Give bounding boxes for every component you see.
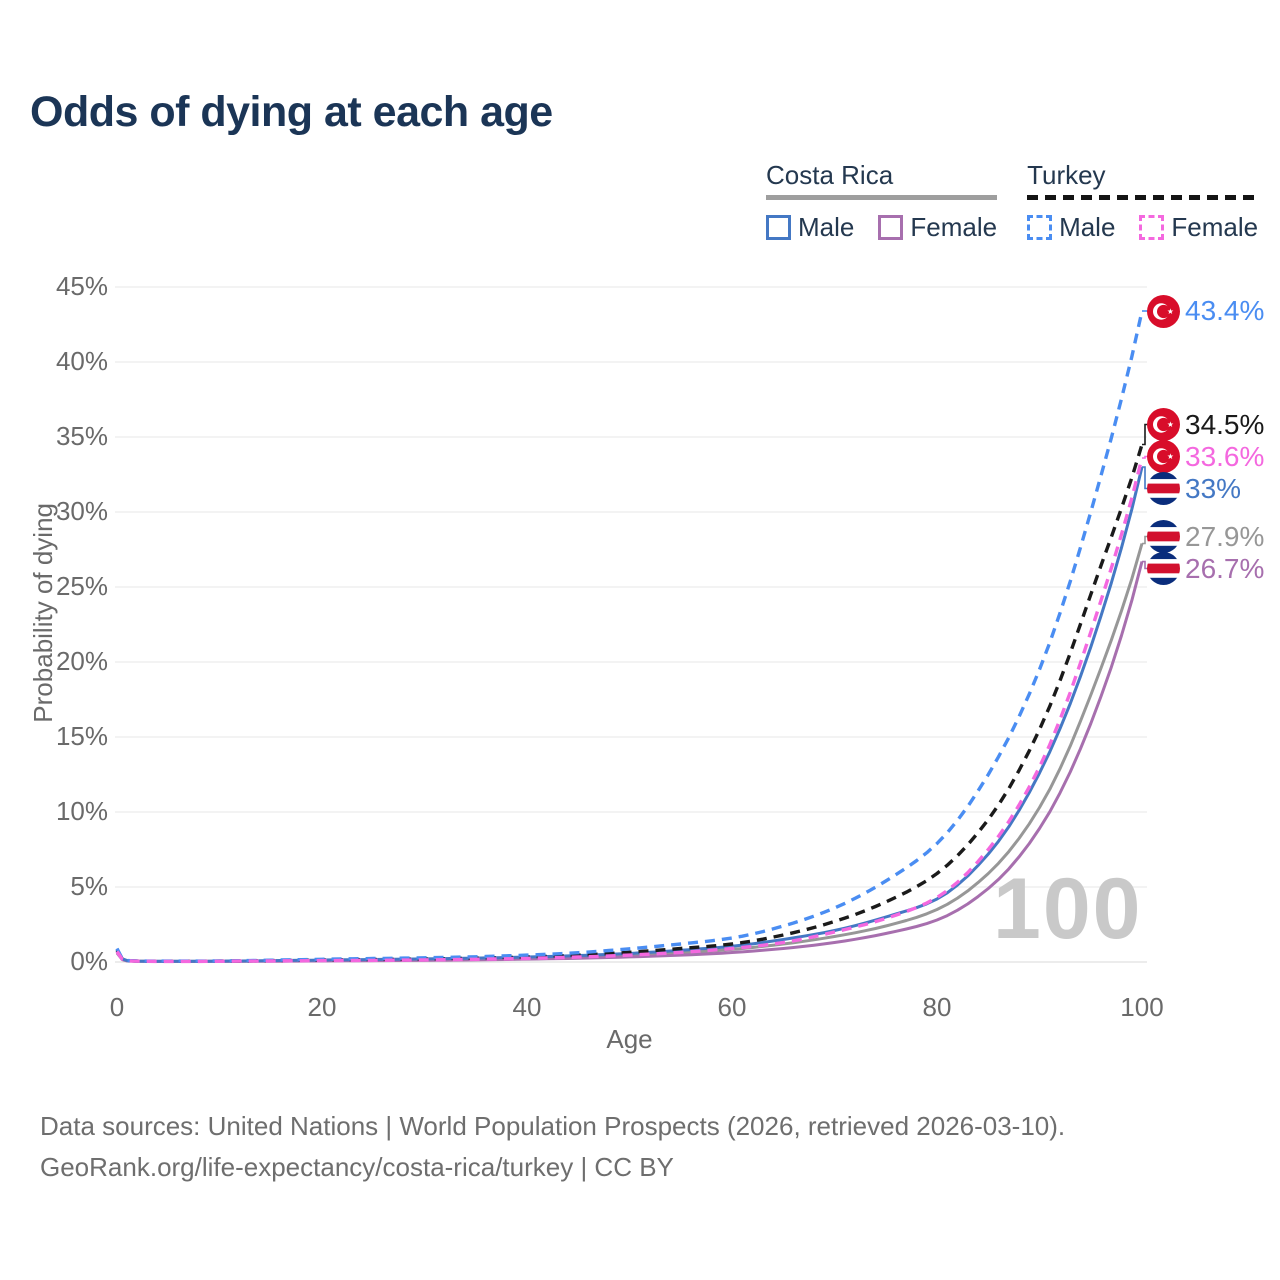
attribution-link-text[interactable]: GeoRank.org/life-expectancy/costa-rica/t…: [40, 1152, 674, 1182]
turkey-flag-icon: [1147, 408, 1180, 441]
legend-item-costa-rica-female[interactable]: Female: [878, 212, 997, 243]
end-value-costa-rica-both-sexes: 27.9%: [1185, 520, 1265, 552]
legend-group-costa-rica: Costa Rica Male Female: [766, 160, 998, 243]
legend-item-costa-rica-male[interactable]: Male: [766, 212, 854, 243]
x-tick-40: 40: [512, 992, 542, 1022]
end-label-turkey-both-sexes: 34.5%: [1147, 408, 1264, 442]
end-value-turkey-female: 33.6%: [1185, 440, 1265, 472]
legend-row-costa-rica: Male Female: [766, 212, 997, 243]
legend-item-turkey-male[interactable]: Male: [1027, 212, 1115, 243]
turkey-flag-icon: [1147, 440, 1180, 473]
end-label-costa-rica-both-sexes: 27.9%: [1147, 520, 1264, 554]
y-axis-title: Probability of dying: [28, 503, 58, 723]
curve-turkey-both-sexes: [115, 444, 1144, 963]
end-label-turkey-female: 33.6%: [1147, 440, 1264, 474]
y-tick-45%: 45%: [55, 271, 108, 301]
costa-rica-flag-icon: [1147, 520, 1180, 553]
end-value-costa-rica-male: 33%: [1185, 472, 1242, 504]
end-value-turkey-male: 43.4%: [1185, 295, 1265, 326]
turkey-male-swatch: [1027, 215, 1053, 240]
x-tick-0: 0: [109, 992, 125, 1022]
x-tick-20: 20: [307, 992, 337, 1022]
costa-rica-flag-icon: [1147, 552, 1180, 585]
turkey-flag-icon: [1147, 294, 1180, 328]
age-counter-watermark: 100: [993, 861, 1143, 957]
legend-label-costa-rica-male: Male: [798, 212, 855, 242]
turkey-line-swatch: [1027, 195, 1259, 200]
y-tick-25%: 25%: [55, 571, 108, 601]
costa-rica-male-swatch: [766, 215, 791, 240]
y-tick-15%: 15%: [55, 721, 108, 751]
x-tick-80: 80: [922, 992, 952, 1022]
end-value-turkey-both-sexes: 34.5%: [1185, 408, 1265, 440]
end-label-costa-rica-female: 26.7%: [1147, 552, 1264, 586]
y-tick-35%: 35%: [55, 421, 108, 451]
legend-label-costa-rica-female: Female: [910, 212, 998, 242]
y-tick-30%: 30%: [55, 496, 108, 526]
x-axis-title: Age: [606, 1024, 653, 1054]
y-tick-20%: 20%: [55, 646, 108, 676]
end-label-turkey-male: 43.4%: [1147, 294, 1264, 328]
y-tick-0%: 0%: [70, 946, 108, 976]
legend-label-turkey-female: Female: [1171, 212, 1259, 242]
curve-costa-rica-female: [115, 561, 1144, 963]
legend-group-turkey: Turkey Male Female: [1027, 160, 1259, 243]
curve-costa-rica-male: [115, 466, 1144, 963]
page-title: Odds of dying at each age: [30, 88, 553, 136]
end-value-costa-rica-female: 26.7%: [1185, 552, 1265, 584]
legend-label-turkey-male: Male: [1059, 212, 1116, 242]
data-sources-text: Data sources: United Nations | World Pop…: [40, 1111, 1066, 1141]
legend: Costa Rica Male Female Turkey Male: [766, 160, 1259, 243]
y-tick-5%: 5%: [70, 871, 108, 901]
footer: Data sources: United Nations | World Pop…: [40, 1106, 1065, 1188]
costa-rica-line-swatch: [766, 195, 998, 200]
y-tick-40%: 40%: [55, 346, 108, 376]
legend-country-turkey: Turkey: [1027, 160, 1106, 190]
curve-turkey-female: [115, 457, 1144, 964]
costa-rica-female-swatch: [878, 215, 904, 240]
legend-row-turkey: Male Female: [1027, 212, 1258, 243]
end-label-costa-rica-male: 33%: [1147, 472, 1241, 506]
turkey-female-swatch: [1139, 215, 1165, 240]
curve-costa-rica-both-sexes: [115, 543, 1144, 963]
legend-item-turkey-female[interactable]: Female: [1139, 212, 1258, 243]
curve-turkey-male: [115, 310, 1144, 963]
x-tick-60: 60: [717, 992, 747, 1022]
y-tick-10%: 10%: [55, 796, 108, 826]
x-tick-100: 100: [1120, 992, 1164, 1022]
legend-country-costa-rica: Costa Rica: [766, 160, 894, 190]
costa-rica-flag-icon: [1147, 472, 1180, 505]
